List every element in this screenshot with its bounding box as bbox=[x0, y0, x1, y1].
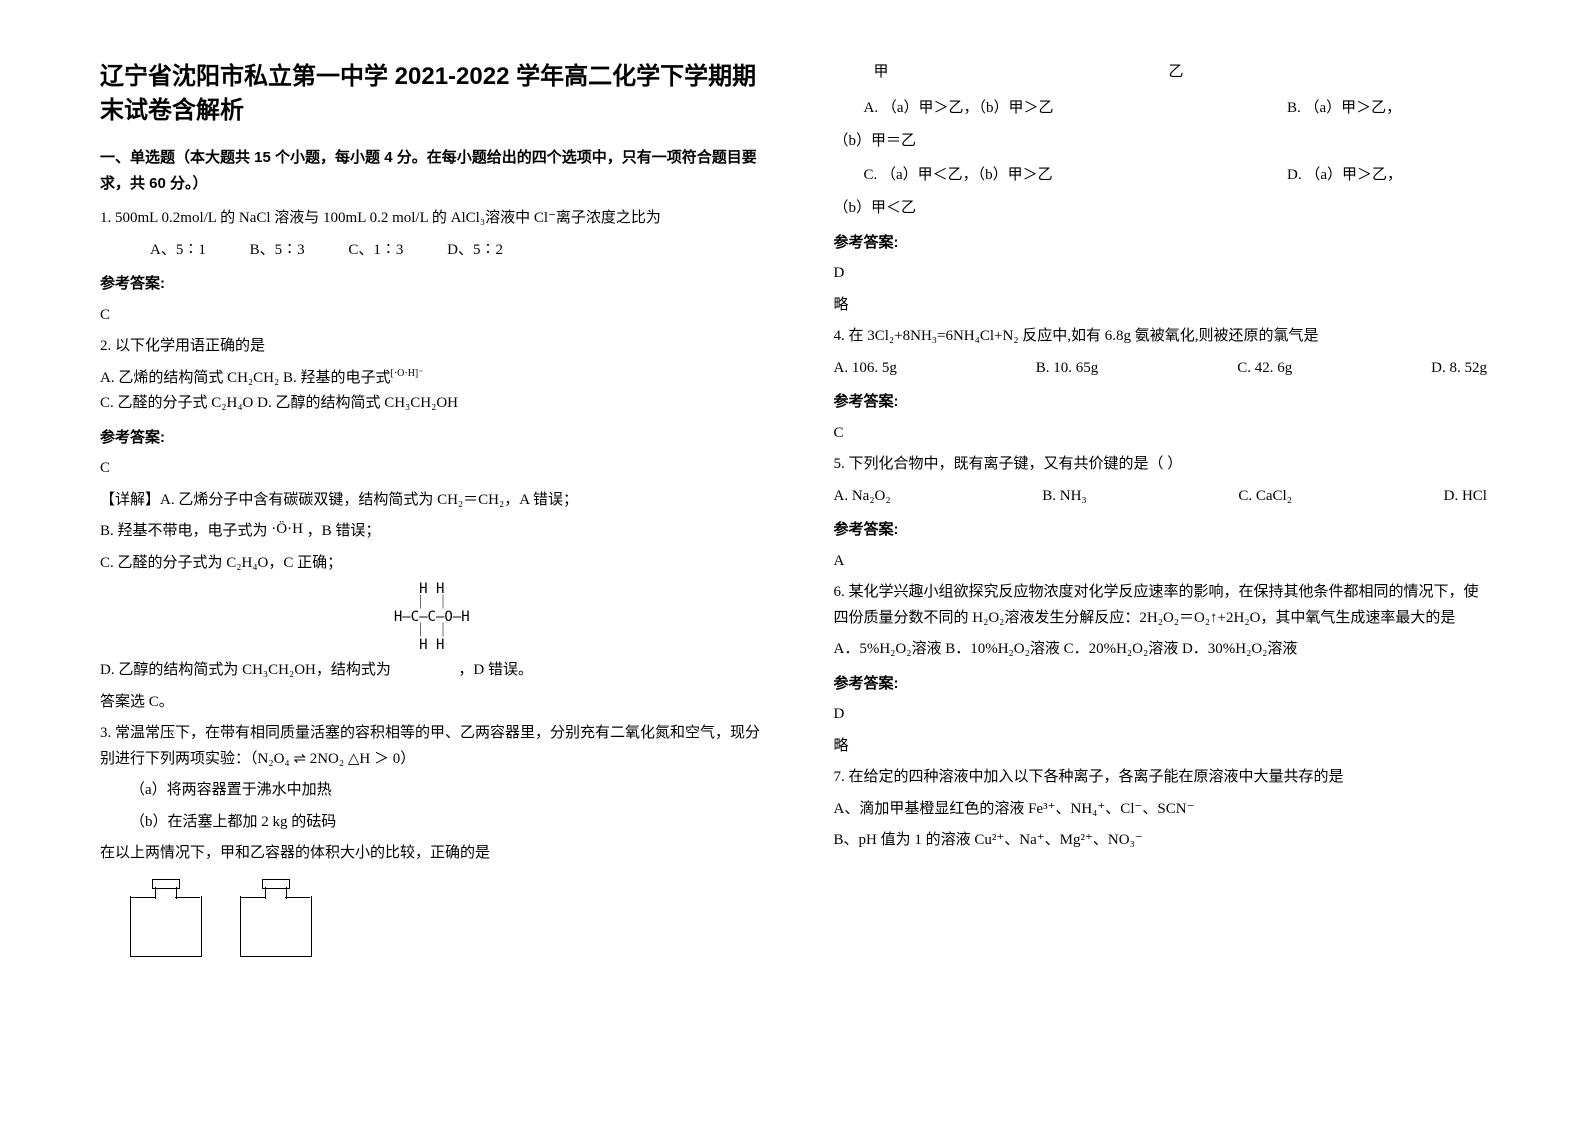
q2-opt-a-text: A. 乙烯的结构简式 CH₂CH₂ B. 羟基的电子式 bbox=[100, 370, 390, 386]
left-column: 辽宁省沈阳市私立第一中学 2021-2022 学年高二化学下学期期末试卷含解析 … bbox=[0, 0, 794, 1122]
q4-answer: C bbox=[834, 421, 1488, 447]
q4-options: A. 106. 5g B. 10. 65g C. 42. 6g D. 8. 52… bbox=[834, 356, 1488, 382]
q6-stem: 6. 某化学兴趣小组欲探究反应物浓度对化学反应速率的影响，在保持其他条件都相同的… bbox=[834, 580, 1488, 631]
vessel-jia-icon bbox=[130, 877, 200, 957]
q4-opt-d: D. 8. 52g bbox=[1431, 356, 1487, 382]
q6-options: A．5%H₂O₂溶液 B．10%H₂O₂溶液 C．20%H₂O₂溶液 D．30%… bbox=[834, 637, 1488, 663]
q2-expl-c: C. 乙醛的分子式为 C₂H₄O，C 正确； bbox=[100, 551, 764, 577]
q4-opt-a: A. 106. 5g bbox=[834, 356, 897, 382]
q3-b: （b）在活塞上都加 2 kg 的砝码 bbox=[100, 810, 764, 836]
q5-answer-label: 参考答案: bbox=[834, 517, 1488, 543]
q5-opt-d: D. HCl bbox=[1444, 484, 1487, 510]
q2-ethanol-structural-formula: H H ｜ ｜ H—C—C—O—H ｜ ｜ H H bbox=[100, 582, 764, 652]
q2-answer-label: 参考答案: bbox=[100, 425, 764, 451]
q7-opt-b: B、pH 值为 1 的溶液 Cu²⁺、Na⁺、Mg²⁺、NO₃⁻ bbox=[834, 828, 1488, 854]
q3-opt-c: C. （a）甲＜乙，（b）甲＞乙 bbox=[834, 163, 1288, 189]
q3-jia-label: 甲 bbox=[874, 60, 889, 86]
q3-stem1: 3. 常温常压下，在带有相同质量活塞的容积相等的甲、乙两容器里，分别充有二氧化氮… bbox=[100, 721, 764, 772]
q5-opt-b: B. NH₃ bbox=[1042, 484, 1086, 510]
q5-answer: A bbox=[834, 549, 1488, 575]
q3-opts-row1: A. （a）甲＞乙，（b）甲＞乙 B. （a）甲＞乙， bbox=[834, 96, 1488, 122]
section-1-head: 一、单选题（本大题共 15 个小题，每小题 4 分。在每小题给出的四个选项中，只… bbox=[100, 145, 764, 196]
q3-vessel-diagram bbox=[130, 877, 764, 957]
q1-options: A、5∶1 B、5∶3 C、1∶3 D、5∶2 bbox=[100, 238, 764, 264]
q3-answer: D bbox=[834, 261, 1488, 287]
q2-final: 答案选 C。 bbox=[100, 690, 764, 716]
q3-opt-b: B. （a）甲＞乙， bbox=[1287, 96, 1487, 122]
q4-answer-label: 参考答案: bbox=[834, 389, 1488, 415]
q2-expl-d: D. 乙醇的结构简式为 CH₃CH₂OH，结构式为 ，D 错误。 bbox=[100, 658, 764, 684]
q1-opt-b: B、5∶3 bbox=[250, 238, 305, 264]
q6-answer-label: 参考答案: bbox=[834, 671, 1488, 697]
q3-stem2: 在以上两情况下，甲和乙容器的体积大小的比较，正确的是 bbox=[100, 841, 764, 867]
page-title: 辽宁省沈阳市私立第一中学 2021-2022 学年高二化学下学期期末试卷含解析 bbox=[100, 60, 764, 127]
q3-skip: 略 bbox=[834, 293, 1488, 319]
q2-expl-b: B. 羟基不带电，电子式为 ·Ö·H ，B 错误； bbox=[100, 519, 764, 545]
vessel-yi-icon bbox=[240, 877, 310, 957]
q1-opt-a: A、5∶1 bbox=[150, 238, 206, 264]
q1-opt-c: C、1∶3 bbox=[348, 238, 403, 264]
q2-hydroxyl-formula: ·Ö·H bbox=[271, 521, 303, 537]
q2-opt-cd: C. 乙醛的分子式 C₂H₄O D. 乙醇的结构简式 CH₃CH₂OH bbox=[100, 391, 764, 417]
q2-explD-prefix: D. 乙醇的结构简式为 CH₃CH₂OH，结构式为 bbox=[100, 662, 391, 678]
q2-explB-prefix: B. 羟基不带电，电子式为 bbox=[100, 523, 268, 539]
q2-expl-a: 【详解】A. 乙烯分子中含有碳碳双键，结构简式为 CH₂＝CH₂，A 错误； bbox=[100, 488, 764, 514]
q3-yi-label: 乙 bbox=[1169, 60, 1184, 86]
q3-opt-b2: （b）甲＝乙 bbox=[834, 129, 1488, 155]
q6-skip: 略 bbox=[834, 734, 1488, 760]
q1-answer-label: 参考答案: bbox=[100, 271, 764, 297]
q1-stem: 1. 500mL 0.2mol/L 的 NaCl 溶液与 100mL 0.2 m… bbox=[100, 206, 764, 232]
q3-jia-yi-labels: 甲 乙 bbox=[834, 60, 1488, 86]
q2-answer: C bbox=[100, 456, 764, 482]
right-column: 甲 乙 A. （a）甲＞乙，（b）甲＞乙 B. （a）甲＞乙， （b）甲＝乙 C… bbox=[794, 0, 1587, 1122]
q1-answer: C bbox=[100, 303, 764, 329]
q7-stem: 7. 在给定的四种溶液中加入以下各种离子，各离子能在原溶液中大量共存的是 bbox=[834, 765, 1488, 791]
q4-opt-b: B. 10. 65g bbox=[1036, 356, 1099, 382]
q5-options: A. Na₂O₂ B. NH₃ C. CaCl₂ D. HCl bbox=[834, 484, 1488, 510]
q4-stem: 4. 在 3Cl₂+8NH₃=6NH₄Cl+N₂ 反应中,如有 6.8g 氨被氧… bbox=[834, 324, 1488, 350]
q1-opt-d: D、5∶2 bbox=[447, 238, 503, 264]
q2-hydroxyl-electron-icon: [·O·H]⁻ bbox=[390, 368, 423, 379]
q7-opt-a: A、滴加甲基橙显红色的溶液 Fe³⁺、NH₄⁺、Cl⁻、SCN⁻ bbox=[834, 797, 1488, 823]
q2-stem: 2. 以下化学用语正确的是 bbox=[100, 334, 764, 360]
q2-explD-suffix: ，D 错误。 bbox=[458, 662, 533, 678]
q3-answer-label: 参考答案: bbox=[834, 230, 1488, 256]
q2-explB-suffix: ，B 错误； bbox=[307, 523, 381, 539]
q3-opt-a: A. （a）甲＞乙，（b）甲＞乙 bbox=[834, 96, 1288, 122]
q3-opt-d: D. （a）甲＞乙， bbox=[1287, 163, 1487, 189]
q5-stem: 5. 下列化合物中，既有离子键，又有共价键的是（ ） bbox=[834, 452, 1488, 478]
q5-opt-a: A. Na₂O₂ bbox=[834, 484, 891, 510]
q4-opt-c: C. 42. 6g bbox=[1237, 356, 1292, 382]
q6-answer: D bbox=[834, 702, 1488, 728]
q2-opt-ab: A. 乙烯的结构简式 CH₂CH₂ B. 羟基的电子式[·O·H]⁻ bbox=[100, 366, 764, 392]
q5-opt-c: C. CaCl₂ bbox=[1238, 484, 1292, 510]
q3-opts-row2: C. （a）甲＜乙，（b）甲＞乙 D. （a）甲＞乙， bbox=[834, 163, 1488, 189]
q3-a: （a）将两容器置于沸水中加热 bbox=[100, 778, 764, 804]
q3-opt-d2: （b）甲＜乙 bbox=[834, 196, 1488, 222]
